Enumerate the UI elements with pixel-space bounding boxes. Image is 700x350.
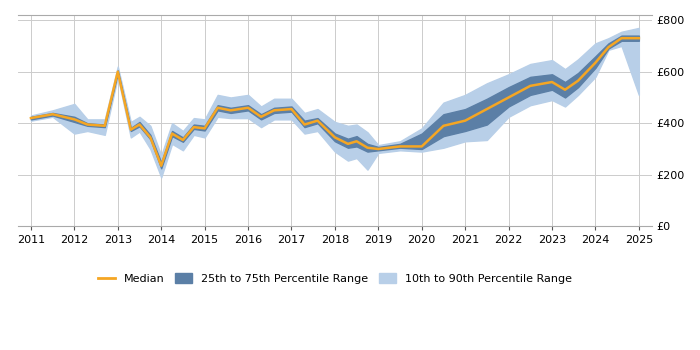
Legend: Median, 25th to 75th Percentile Range, 10th to 90th Percentile Range: Median, 25th to 75th Percentile Range, 1…	[94, 269, 576, 288]
